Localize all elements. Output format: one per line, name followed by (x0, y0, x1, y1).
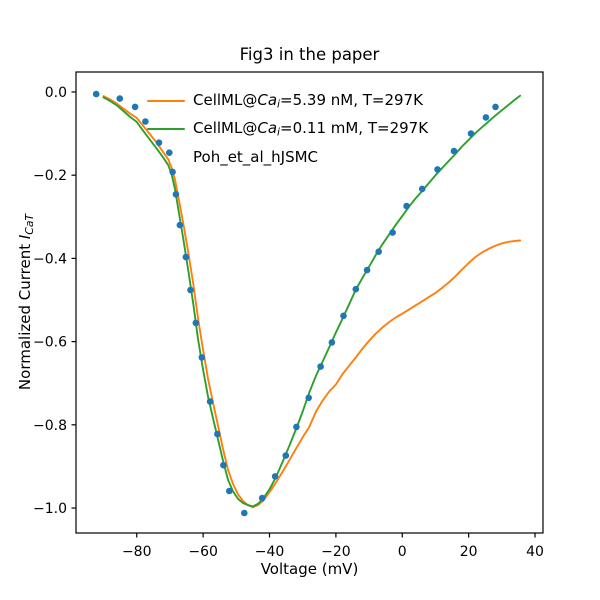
legend-label: CellML@Cai=5.39 nM, T=297K (193, 91, 423, 111)
y-tick-label: −0.2 (33, 168, 67, 184)
scatter-point (226, 487, 233, 495)
scatter-point (92, 90, 100, 98)
legend-label: Poh_et_al_hJSMC (193, 148, 319, 166)
x-tick-label: 0 (398, 544, 407, 560)
scatter-point (389, 229, 396, 236)
scatter-point (198, 354, 206, 361)
scatter-point (166, 149, 173, 156)
scatter-point (434, 166, 441, 173)
legend-line-green (147, 128, 185, 130)
legend-item-poh-et-al: Poh_et_al_hJSMC (147, 143, 428, 171)
scatter-point (340, 312, 347, 320)
scatter-point (176, 221, 184, 229)
y-tick-label: 0.0 (45, 85, 67, 101)
scatter-point (192, 319, 200, 327)
x-tick-label: −40 (255, 544, 285, 560)
scatter-point (482, 114, 490, 121)
series-line (102, 94, 522, 508)
scatter-point (214, 430, 221, 438)
scatter-point (418, 185, 426, 193)
scatter-point (375, 248, 383, 255)
x-tick-label: 20 (460, 544, 478, 560)
scatter-point (293, 423, 300, 431)
scatter-point (182, 253, 190, 261)
y-tick-label: −1.0 (33, 501, 67, 517)
y-tick-label: −0.8 (33, 418, 67, 434)
scatter-point (305, 394, 313, 402)
legend-label: CellML@Cai=0.11 mM, T=297K (193, 119, 429, 139)
scatter-point (363, 266, 371, 274)
scatter-point (271, 473, 279, 480)
scatter-point (131, 103, 139, 111)
scatter-point (317, 363, 324, 370)
chart-title: Fig3 in the paper (239, 45, 380, 64)
scatter-point (352, 285, 360, 293)
scatter-point (450, 147, 458, 155)
x-axis-label: Voltage (mV) (260, 560, 359, 578)
x-tick-label: −20 (321, 544, 351, 560)
x-tick-label: −60 (188, 544, 218, 560)
x-tick-label: 40 (526, 544, 544, 560)
scatter-point (220, 461, 227, 469)
scatter-point (116, 95, 124, 102)
scatter-point (172, 191, 180, 198)
scatter-point (142, 118, 149, 125)
scatter-point (328, 339, 336, 346)
y-axis-label: Normalized Current ICaT (16, 213, 36, 391)
y-tick-label: −0.6 (33, 335, 67, 351)
y-tick-label: −0.4 (33, 251, 67, 267)
legend-item-cellml-011mM: CellML@Cai=0.11 mM, T=297K (147, 115, 428, 143)
legend-item-cellml-5nM: CellML@Cai=5.39 nM, T=297K (147, 87, 428, 115)
scatter-point (155, 139, 163, 146)
scatter-point (169, 168, 176, 176)
scatter-point (187, 286, 194, 294)
scatter-point (282, 452, 290, 459)
scatter-point (241, 509, 248, 517)
x-tick-label: −80 (122, 544, 152, 560)
legend-line-orange (147, 100, 185, 102)
scatter-point (492, 103, 499, 111)
scatter-point (467, 130, 475, 137)
scatter-point (206, 398, 214, 405)
axes-box (75, 71, 544, 534)
legend: CellML@Cai=5.39 nM, T=297K CellML@Cai=0.… (147, 87, 428, 171)
scatter-point (258, 494, 266, 502)
scatter-point (403, 202, 410, 210)
legend-swatch-empty (147, 156, 185, 158)
